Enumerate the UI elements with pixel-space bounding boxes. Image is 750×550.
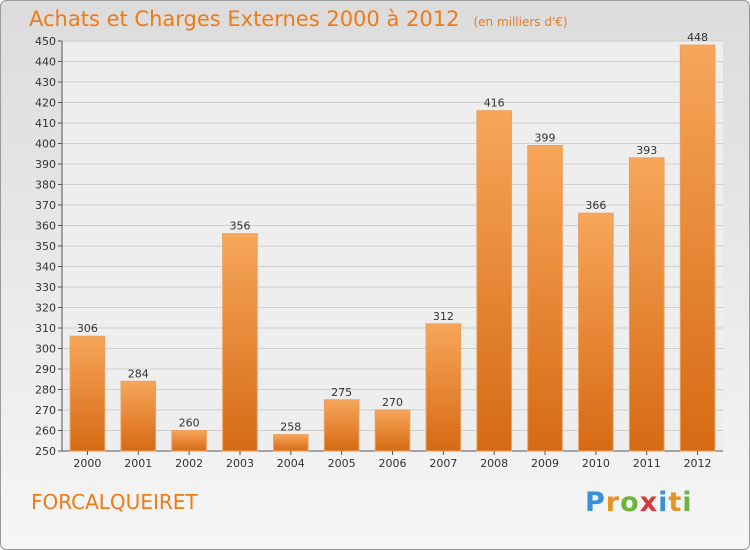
y-tick-label: 410 bbox=[35, 117, 56, 130]
x-tick-label-2001: 2001 bbox=[124, 457, 152, 470]
bar-2002 bbox=[171, 430, 207, 452]
y-tick-label: 450 bbox=[35, 35, 56, 48]
y-tick-label: 400 bbox=[35, 138, 56, 151]
bar-2004 bbox=[273, 434, 309, 452]
x-tick-label-2003: 2003 bbox=[226, 457, 254, 470]
chart-subtitle: (en milliers d'€) bbox=[473, 15, 568, 29]
x-tick-label-2004: 2004 bbox=[277, 457, 305, 470]
grid-lines bbox=[58, 40, 723, 452]
logo-letter: P bbox=[585, 487, 606, 518]
bar-2012 bbox=[679, 44, 716, 452]
bar-2003 bbox=[222, 233, 258, 452]
data-label-2002: 260 bbox=[179, 417, 200, 430]
y-tick-label: 380 bbox=[35, 179, 56, 192]
y-tick-label: 250 bbox=[35, 445, 56, 458]
data-label-2005: 275 bbox=[331, 386, 352, 399]
bar-2000 bbox=[69, 335, 106, 452]
y-tick-label: 260 bbox=[35, 425, 56, 438]
logo-letter: t bbox=[668, 487, 683, 518]
bar-2005 bbox=[323, 399, 360, 452]
y-tick-label: 440 bbox=[35, 56, 56, 69]
logo-letter: i bbox=[682, 487, 693, 518]
bars bbox=[69, 44, 716, 452]
y-tick-label: 290 bbox=[35, 363, 56, 376]
x-tick-label-2012: 2012 bbox=[684, 457, 712, 470]
chart-title: Achats et Charges Externes 2000 à 2012 (e… bbox=[29, 7, 568, 31]
x-tick-labels: 2000 2001 2002 2003 2004 2005 2006 2007 2008 2009… bbox=[73, 451, 712, 470]
y-tick-label: 310 bbox=[35, 322, 56, 335]
data-label-2010: 366 bbox=[585, 199, 606, 212]
data-label-2011: 393 bbox=[636, 144, 657, 157]
logo-letter: r bbox=[605, 487, 621, 518]
logo-letter: x bbox=[639, 487, 659, 518]
data-label-2001: 284 bbox=[128, 367, 149, 380]
commune-name: FORCALQUEIRET bbox=[31, 490, 198, 514]
proxiti-logo: Proxiti bbox=[585, 487, 693, 518]
data-labels: 306 284 260 356 258 275 270 312 416 399 366 393 448 bbox=[77, 31, 708, 434]
y-tick-label: 270 bbox=[35, 404, 56, 417]
x-tick-label-2000: 2000 bbox=[73, 457, 101, 470]
bar-2011 bbox=[628, 157, 665, 452]
y-tick-label: 320 bbox=[35, 302, 56, 315]
logo-letter: i bbox=[658, 487, 669, 518]
y-tick-label: 390 bbox=[35, 158, 56, 171]
data-label-2007: 312 bbox=[433, 310, 454, 323]
data-label-2008: 416 bbox=[484, 97, 505, 110]
bar-2007 bbox=[425, 323, 462, 452]
y-tick-label: 280 bbox=[35, 384, 56, 397]
x-tick-label-2002: 2002 bbox=[175, 457, 203, 470]
logo-letter: o bbox=[620, 487, 640, 518]
y-tick-labels: 250 260 270 280 290 300 310 320 330 340 350 360 370 3… bbox=[35, 35, 56, 458]
y-tick-label: 430 bbox=[35, 76, 56, 89]
x-tick-label-2007: 2007 bbox=[429, 457, 457, 470]
y-tick-label: 360 bbox=[35, 220, 56, 233]
y-tick-label: 330 bbox=[35, 281, 56, 294]
bar-2006 bbox=[374, 409, 411, 452]
chart-title-text: Achats et Charges Externes 2000 à 2012 bbox=[29, 7, 460, 31]
bar-2001 bbox=[120, 380, 157, 452]
data-label-2004: 258 bbox=[280, 421, 301, 434]
data-label-2009: 399 bbox=[535, 132, 556, 145]
x-tick-label-2006: 2006 bbox=[379, 457, 407, 470]
x-tick-label-2009: 2009 bbox=[531, 457, 559, 470]
y-tick-label: 300 bbox=[35, 343, 56, 356]
y-tick-label: 370 bbox=[35, 199, 56, 212]
bar-2010 bbox=[578, 212, 614, 452]
bar-2009 bbox=[527, 145, 563, 452]
y-tick-label: 340 bbox=[35, 261, 56, 274]
x-tick-label-2010: 2010 bbox=[582, 457, 610, 470]
data-label-2006: 270 bbox=[382, 396, 403, 409]
x-tick-label-2005: 2005 bbox=[328, 457, 356, 470]
y-tick-label: 420 bbox=[35, 97, 56, 110]
data-label-2000: 306 bbox=[77, 322, 98, 335]
data-label-2003: 356 bbox=[229, 220, 250, 233]
bar-2008 bbox=[476, 110, 512, 452]
x-tick-label-2008: 2008 bbox=[480, 457, 508, 470]
y-tick-label: 350 bbox=[35, 240, 56, 253]
data-label-2012: 448 bbox=[687, 31, 708, 44]
x-tick-label-2011: 2011 bbox=[633, 457, 661, 470]
